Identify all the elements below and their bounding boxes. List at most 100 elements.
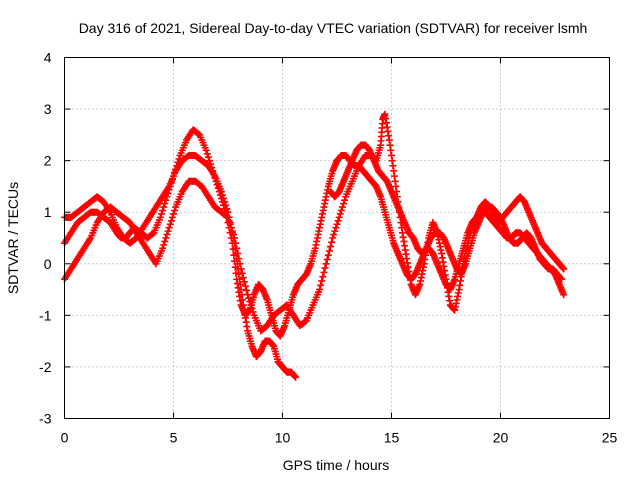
y-tick-label: 3 [44,101,52,117]
data-point [319,273,327,281]
data-point [232,239,240,247]
data-point [220,194,228,202]
data-point [156,213,164,221]
data-point [238,269,246,277]
data-point [163,231,171,239]
data-point [235,255,243,263]
x-axis-title: GPS time / hours [283,457,390,473]
data-point [558,275,566,283]
data-point [340,200,348,208]
data-point [240,278,248,286]
data-point [226,220,234,228]
data-point [325,247,333,255]
data-point [229,231,237,239]
data-point [165,224,173,232]
data-point [331,227,339,235]
x-tick-label: 25 [602,430,618,446]
y-tick-label: 0 [44,256,52,272]
data-point [223,213,231,221]
y-tick-label: 1 [44,204,52,220]
data-point [326,243,334,251]
data-point [249,308,257,316]
data-point [292,373,300,381]
data-point [337,206,345,214]
data-point [167,217,175,225]
y-tick-label: 2 [44,153,52,169]
data-point [248,304,256,312]
data-point [159,206,167,214]
data-point [170,210,177,218]
series-track-3 [61,110,568,335]
data-point [224,213,232,221]
data-point [166,220,174,228]
data-point [330,231,338,239]
data-point [320,268,328,276]
data-point [334,217,342,225]
data-point [332,224,340,232]
data-point [158,210,166,218]
x-tick-label: 5 [170,430,178,446]
data-point [171,206,179,214]
data-point [243,286,251,294]
data-point [246,298,254,306]
x-tick-label: 15 [384,430,400,446]
data-point [233,244,241,252]
data-point [341,196,349,204]
y-tick-label: -3 [39,411,52,427]
data-point [317,281,325,289]
axis-ticks: 0 5 10 15 20 25 -3 -2 -1 0 1 2 3 4 [39,50,617,446]
data-point [159,244,167,252]
data-point [204,153,212,161]
data-point [164,227,172,235]
data-point [219,191,227,199]
data-point [162,234,170,242]
data-point [231,234,239,242]
data-point [168,213,176,221]
data-point [247,301,255,309]
data-point [222,201,230,209]
chart-title: Day 316 of 2021, Sidereal Day-to-day VTE… [79,20,588,36]
data-point [236,260,244,268]
data-point [161,237,169,245]
data-point [160,203,168,211]
data-point [217,188,225,196]
data-point [241,282,249,290]
data-point [560,291,568,299]
data-point [234,249,242,257]
data-point [324,251,332,259]
data-point [161,200,169,208]
data-point [335,213,343,221]
data-point [239,274,247,282]
data-point [321,264,329,272]
plot-frame [64,57,610,419]
data-point [237,265,245,273]
data-point [333,220,341,228]
x-tick-label: 20 [493,430,509,446]
data-point [225,217,233,225]
data-point [338,203,346,211]
data-point [329,234,337,242]
x-tick-label: 0 [61,430,69,446]
y-axis-title: SDTVAR / TECUs [5,182,21,294]
y-tick-label: -1 [39,307,52,323]
data-point [202,146,210,154]
data-point [228,227,236,235]
data-point [221,198,229,206]
data-point [323,255,331,263]
data-points [61,110,568,381]
data-point [203,150,211,158]
data-point [316,286,324,294]
data-point [245,294,253,302]
data-point [205,157,213,165]
data-point [322,260,330,268]
x-tick-label: 10 [275,430,291,446]
data-point [227,224,235,232]
y-tick-label: -2 [39,359,52,375]
data-point [223,205,231,213]
data-point [328,238,336,246]
y-tick-label: 4 [44,50,52,66]
data-point [560,265,568,273]
data-point [336,210,344,218]
